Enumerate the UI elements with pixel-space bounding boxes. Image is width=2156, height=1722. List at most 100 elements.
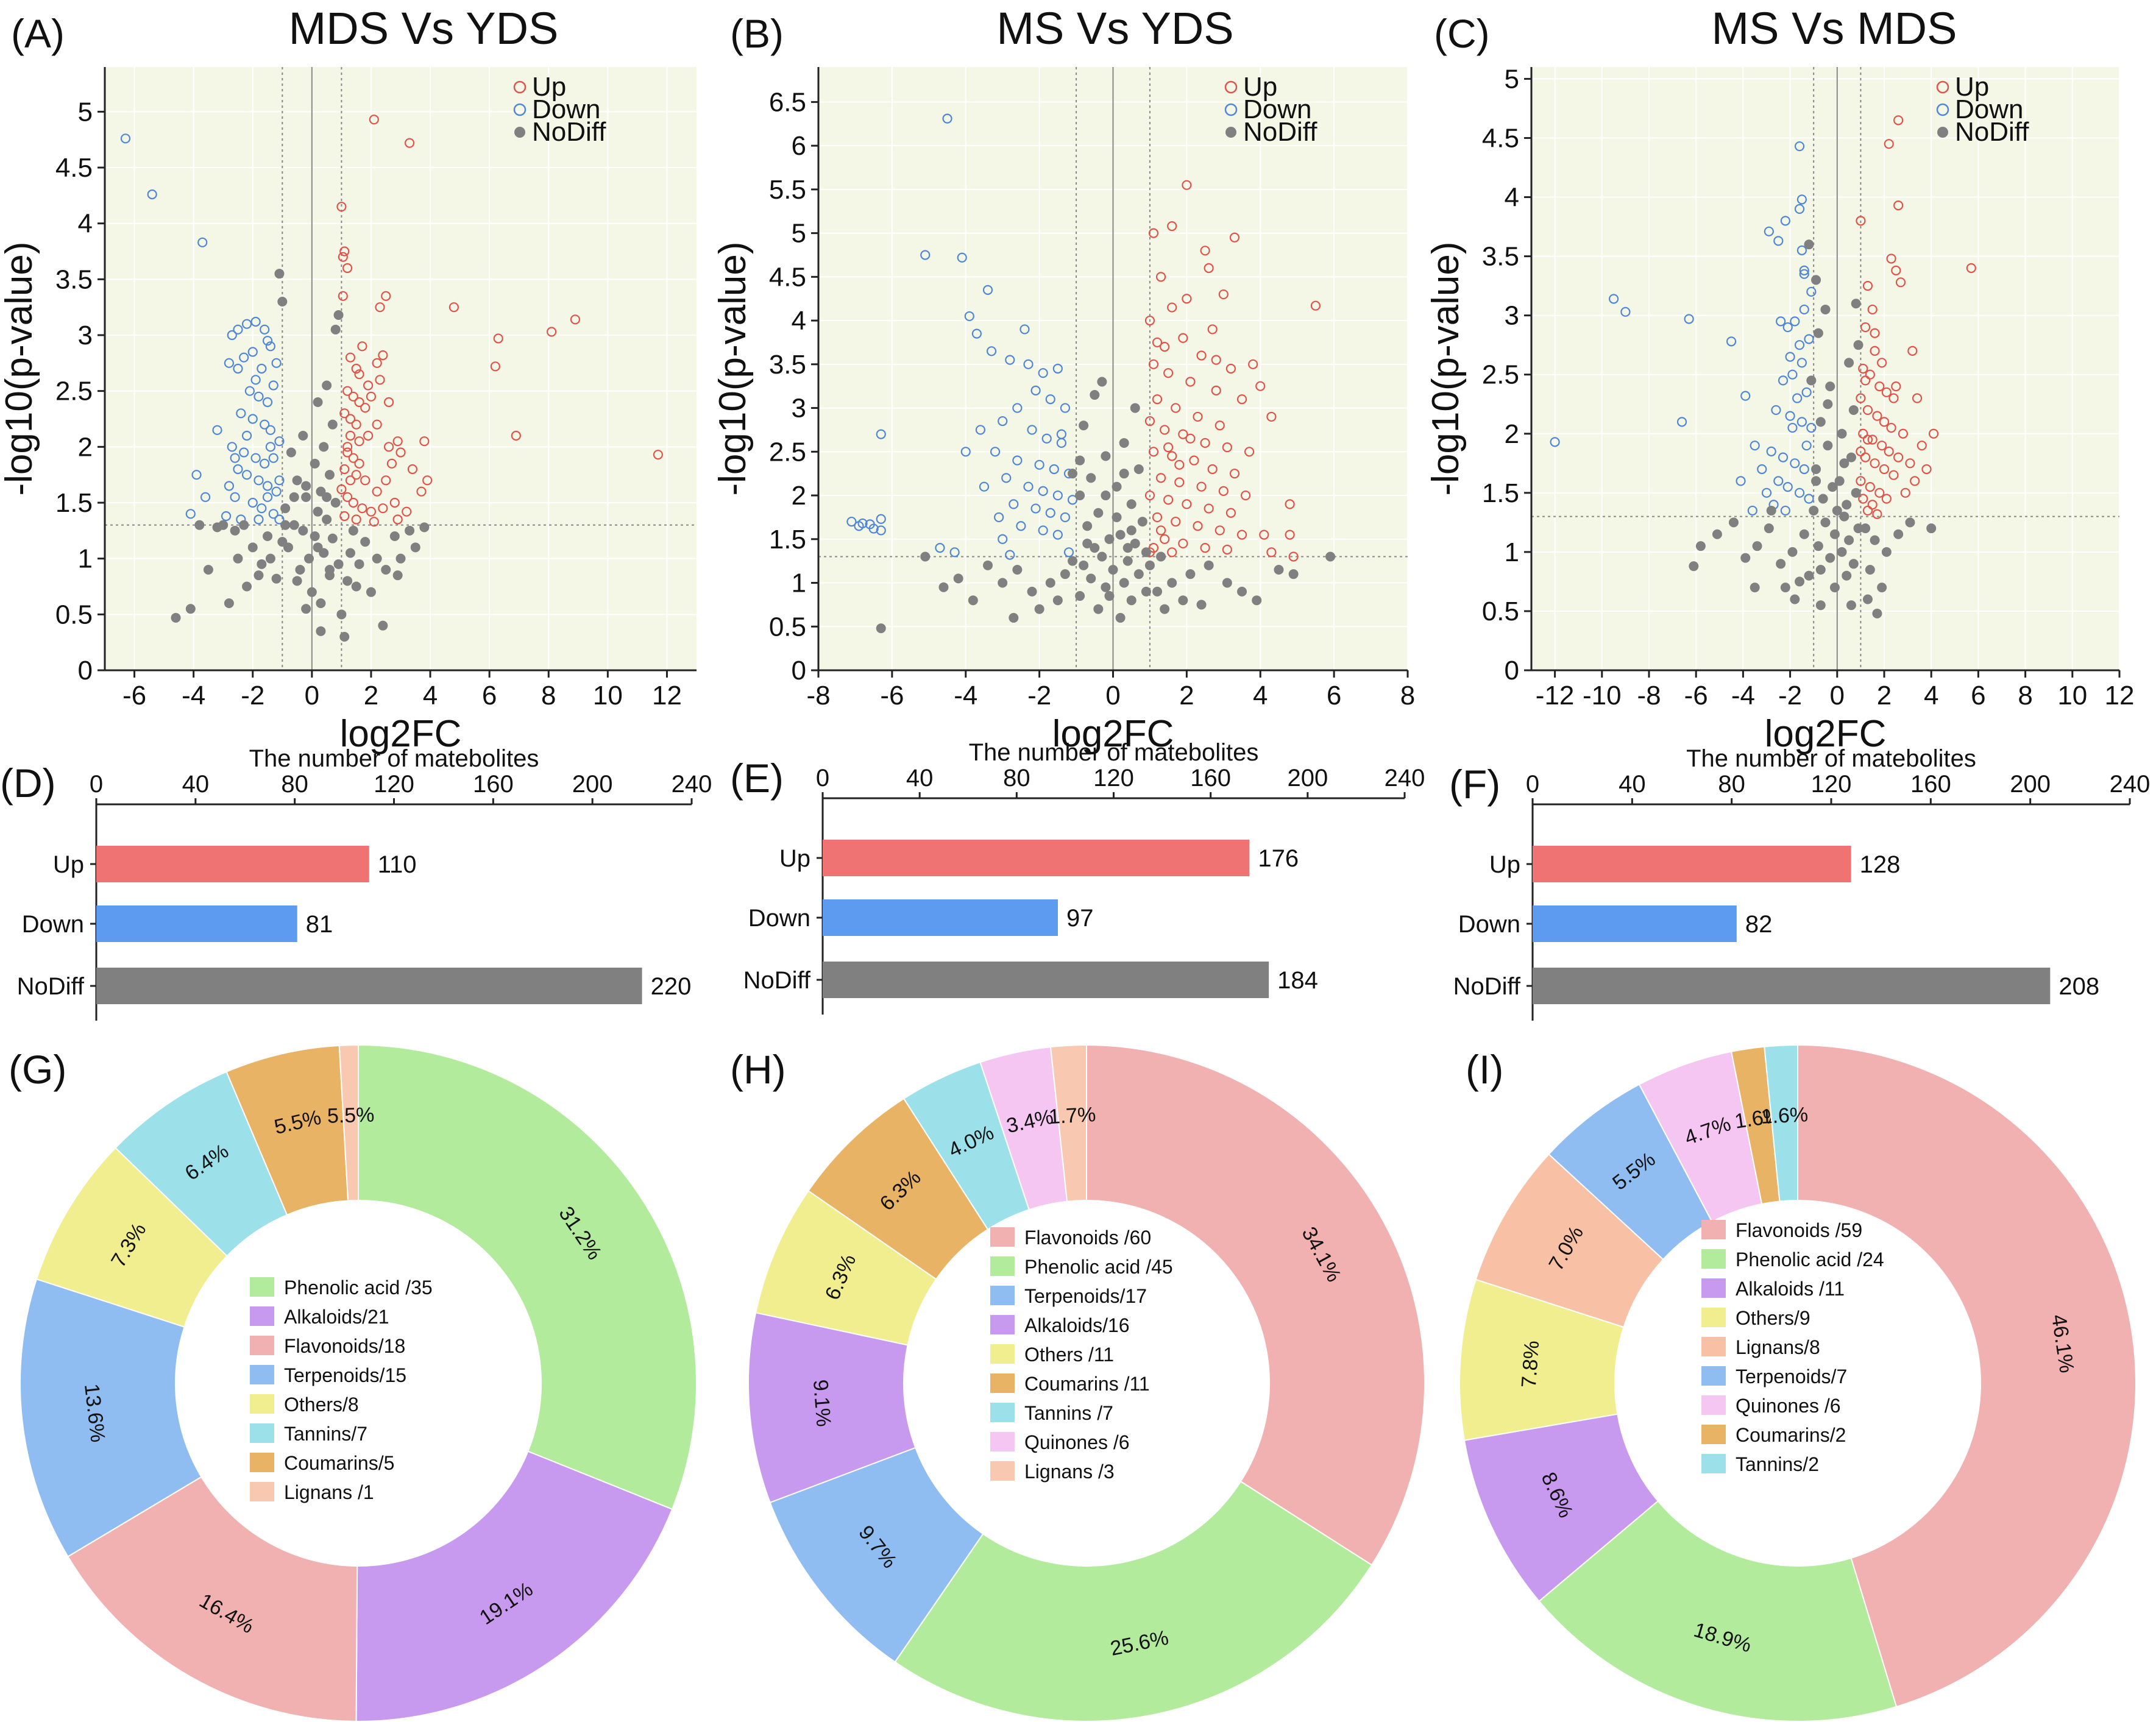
data-point-up: [1886, 253, 1896, 264]
data-point-down: [1801, 441, 1812, 451]
data-point-up: [511, 430, 521, 441]
data-point-up: [1877, 441, 1887, 451]
category-label: Up: [1489, 851, 1520, 878]
panel-label: (I): [1466, 1047, 1503, 1092]
data-point-nodiff: [1141, 547, 1151, 558]
data-point-nodiff: [1075, 455, 1085, 466]
data-point-up: [1204, 263, 1214, 274]
data-point-nodiff: [1156, 551, 1166, 562]
x-tick-label: 160: [1190, 765, 1231, 792]
data-point-down: [254, 391, 264, 402]
data-point-nodiff: [1825, 381, 1835, 392]
data-point-down: [1799, 265, 1809, 275]
data-point-down: [262, 397, 273, 408]
x-tick-label: 2: [364, 681, 378, 710]
legend-label: Lignans /3: [1024, 1461, 1115, 1483]
data-point-nodiff: [1045, 578, 1055, 588]
data-point-down: [1009, 499, 1019, 509]
data-point-down: [1023, 359, 1034, 369]
data-point-nodiff: [239, 520, 249, 530]
data-point-down: [1060, 403, 1071, 413]
y-tick-label: 4.5: [55, 153, 93, 183]
data-point-up: [1167, 451, 1177, 461]
data-point-nodiff: [1881, 547, 1892, 557]
data-point-up: [338, 291, 348, 301]
data-point-nodiff: [1112, 512, 1122, 522]
data-point-nodiff: [1780, 583, 1790, 593]
y-tick-label: 1.5: [769, 525, 806, 555]
x-tick-label: 12: [652, 681, 682, 710]
category-label: Down: [748, 905, 810, 932]
data-point-nodiff: [339, 632, 350, 642]
y-tick-label: 3: [792, 394, 806, 423]
x-axis-label: The number of matebolites: [969, 739, 1259, 766]
data-point-up: [1211, 385, 1221, 395]
x-tick-label: 4: [423, 681, 438, 710]
data-point-nodiff: [1288, 569, 1299, 579]
data-point-down: [241, 430, 252, 441]
data-point-up: [1893, 452, 1904, 462]
data-point-down: [274, 475, 285, 486]
data-point-down: [1785, 411, 1795, 421]
data-point-nodiff: [303, 553, 314, 564]
data-point-nodiff: [953, 573, 963, 584]
data-point-up: [345, 414, 356, 424]
x-tick-label: -2: [241, 681, 264, 710]
data-point-down: [1620, 306, 1631, 317]
data-point-up: [1207, 324, 1218, 335]
data-point-up: [1858, 494, 1868, 504]
data-point-nodiff: [1119, 469, 1129, 479]
bar-up: [96, 846, 369, 882]
legend-marker-nodiff: [1225, 127, 1236, 138]
data-point-down: [247, 347, 258, 357]
slice-alkaloids: [748, 1312, 917, 1504]
data-point-up: [1174, 477, 1185, 487]
data-point-up: [339, 408, 350, 419]
data-point-down: [1030, 503, 1041, 514]
data-point-nodiff: [322, 492, 332, 502]
x-tick-label: 2: [1877, 681, 1892, 710]
data-point-down: [854, 521, 864, 531]
data-point-down: [233, 464, 243, 475]
x-tick-label: -8: [1637, 681, 1661, 710]
legend-marker-down: [1936, 103, 1949, 116]
data-point-down: [274, 436, 285, 447]
data-point-nodiff: [1752, 541, 1762, 551]
data-point-nodiff: [920, 551, 931, 562]
y-tick-label: 3.5: [769, 350, 806, 380]
legend-swatch: [1701, 1337, 1726, 1356]
data-point-nodiff: [1052, 595, 1063, 606]
data-point-nodiff: [1848, 405, 1859, 415]
x-tick-label: 200: [572, 771, 613, 798]
legend-swatch: [990, 1461, 1015, 1481]
data-point-nodiff: [1872, 608, 1882, 618]
data-point-nodiff: [1196, 600, 1207, 610]
data-point-up: [1893, 200, 1904, 211]
data-point-up: [354, 458, 364, 469]
data-point-up: [1148, 359, 1159, 369]
data-point-up: [1248, 359, 1258, 369]
data-point-down: [935, 543, 945, 553]
data-point-nodiff: [1828, 482, 1838, 492]
x-tick-label: -2: [1027, 681, 1051, 710]
data-point-down: [1778, 375, 1789, 386]
data-point-down: [262, 492, 273, 502]
data-point-up: [1160, 342, 1170, 352]
x-axis-label: log2FC: [1052, 713, 1174, 755]
x-tick-label: 8: [541, 681, 556, 710]
data-point-up: [422, 475, 433, 486]
data-point-nodiff: [171, 612, 181, 623]
legend-marker-up: [513, 80, 527, 94]
data-point-nodiff: [257, 559, 267, 569]
data-point-nodiff: [1799, 529, 1809, 539]
x-tick-label: 240: [672, 771, 712, 798]
data-point-down: [1794, 141, 1805, 152]
volcano-plot-1: (B) MS Vs YDS -8 -6 -4 -2 0 2 4 6 8 0 0.5 1 1.5 2 2.5 3 3.…: [712, 3, 1415, 755]
data-point-up: [1266, 547, 1277, 558]
legend-label: Up: [1955, 72, 1989, 102]
x-tick-label: 40: [906, 765, 934, 792]
data-point-nodiff: [1126, 499, 1137, 509]
data-point-up: [1879, 417, 1890, 427]
legend-label: Quinones /6: [1024, 1431, 1130, 1453]
legend-marker-down: [513, 103, 527, 116]
